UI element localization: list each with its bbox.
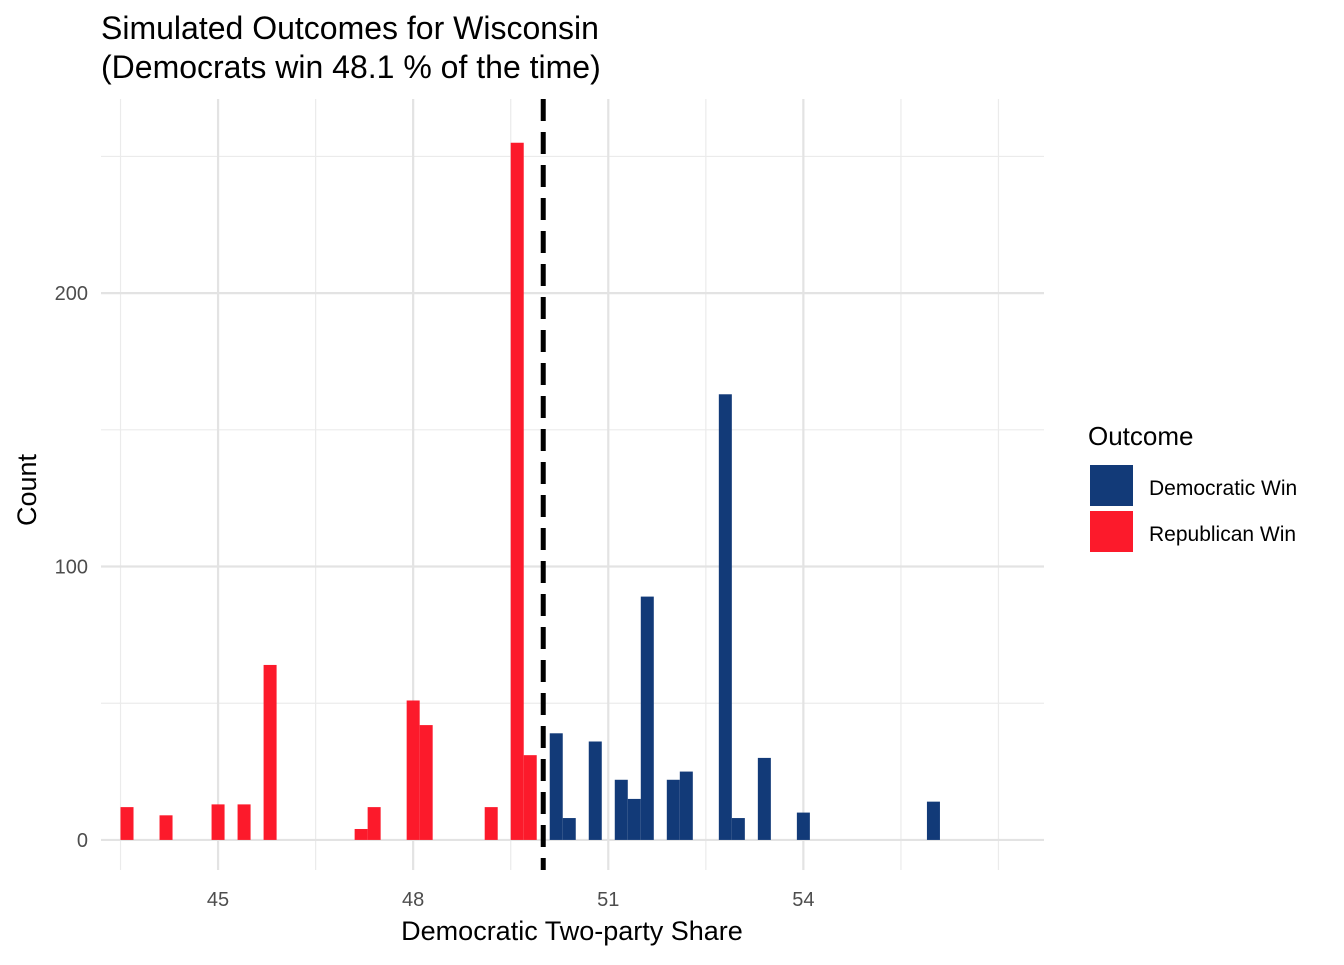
y-axis-label: Count: [12, 453, 42, 526]
bar-republican: [263, 664, 277, 840]
x-tick-label: 48: [402, 889, 424, 911]
bar-democratic: [614, 779, 628, 840]
chart-subtitle: (Democrats win 48.1 % of the time): [101, 49, 601, 85]
bar-republican: [510, 142, 524, 840]
bar-democratic: [627, 798, 641, 840]
bar-democratic: [562, 818, 576, 840]
legend-title: Outcome: [1088, 421, 1194, 451]
bar-democratic: [679, 771, 693, 840]
x-tick-labels: 45 48 51 54: [207, 889, 815, 911]
bar-democratic: [926, 801, 940, 840]
bar-democratic: [588, 741, 602, 840]
y-tick-labels: 0 100 200: [55, 283, 88, 852]
legend-label-republican: Republican Win: [1149, 523, 1296, 546]
legend-label-democratic: Democratic Win: [1149, 477, 1297, 500]
legend-swatch-republican: [1090, 511, 1133, 552]
bar-democratic: [549, 733, 563, 840]
bars: [120, 142, 940, 840]
x-tick-label: 45: [207, 889, 229, 911]
y-tick-label: 0: [77, 830, 88, 852]
bar-republican: [354, 828, 368, 840]
bar-democratic: [731, 818, 745, 840]
x-tick-label: 51: [597, 889, 619, 911]
y-tick-label: 100: [55, 557, 88, 579]
bar-democratic: [666, 779, 680, 840]
bar-republican: [406, 700, 420, 840]
bar-republican: [211, 804, 225, 840]
chart-title: Simulated Outcomes for Wisconsin: [101, 10, 599, 46]
x-tick-label: 54: [792, 889, 814, 911]
bar-democratic: [757, 757, 771, 840]
legend: Outcome Democratic Win Republican Win: [1088, 421, 1297, 552]
bar-democratic: [640, 596, 654, 840]
bar-republican: [120, 807, 134, 840]
x-axis-label: Democratic Two-party Share: [401, 916, 743, 946]
grid-major: [101, 99, 1044, 870]
bar-republican: [367, 807, 381, 840]
bar-republican: [159, 815, 173, 840]
grid-minor: [101, 99, 1044, 870]
bar-republican: [523, 755, 537, 840]
y-tick-label: 200: [55, 283, 88, 305]
bar-democratic: [718, 394, 732, 840]
bar-republican: [419, 725, 433, 840]
bar-republican: [237, 804, 251, 840]
bar-democratic: [796, 812, 810, 840]
legend-swatch-democratic: [1090, 465, 1133, 506]
bar-republican: [484, 807, 498, 840]
